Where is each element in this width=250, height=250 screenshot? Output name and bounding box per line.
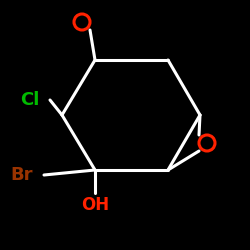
Text: OH: OH xyxy=(81,196,109,214)
Text: Cl: Cl xyxy=(20,91,40,109)
Text: Br: Br xyxy=(11,166,33,184)
